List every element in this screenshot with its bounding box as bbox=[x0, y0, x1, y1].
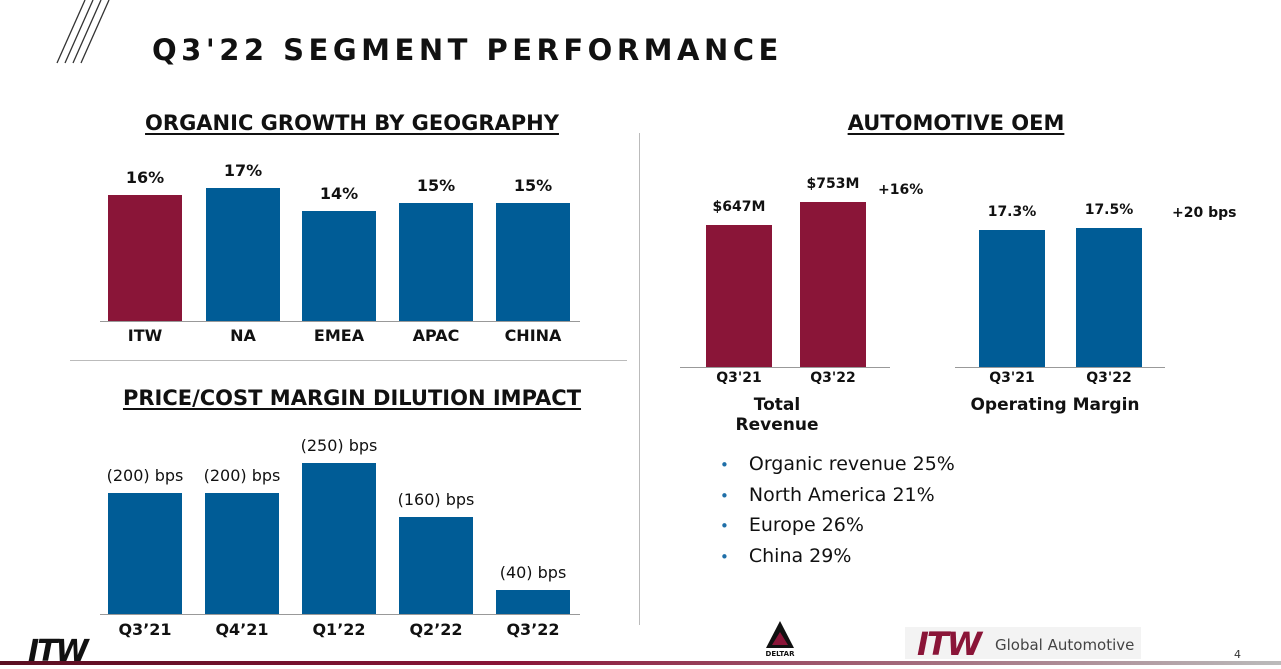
data-label: 15% bbox=[513, 176, 553, 196]
category-label: Q3'21 bbox=[989, 370, 1035, 386]
bar bbox=[205, 493, 279, 614]
data-label: (160) bps bbox=[397, 490, 475, 510]
chart-title-geography: ORGANIC GROWTH BY GEOGRAPHY bbox=[145, 111, 559, 135]
bar bbox=[399, 203, 473, 321]
bar bbox=[302, 462, 376, 614]
data-label: $753M bbox=[806, 175, 860, 192]
category-label: Q3'21 bbox=[716, 370, 762, 386]
bar bbox=[496, 203, 570, 321]
category-label: Q3’21 bbox=[118, 620, 172, 639]
axis-line bbox=[680, 367, 890, 368]
operating-margin-label: Operating Margin bbox=[970, 395, 1140, 415]
deltar-logo: DELTAR bbox=[760, 620, 800, 658]
data-label: (200) bps bbox=[106, 466, 184, 485]
margin-change: +20 bps bbox=[1172, 205, 1237, 221]
page-number: 4 bbox=[1234, 648, 1241, 661]
chart-title-dilution: PRICE/COST MARGIN DILUTION IMPACT bbox=[122, 386, 582, 410]
category-label: EMEA bbox=[313, 326, 365, 345]
bar bbox=[979, 229, 1045, 367]
category-label: Q1’22 bbox=[312, 620, 366, 639]
bar bbox=[108, 493, 182, 614]
category-label: Q4’21 bbox=[215, 620, 269, 639]
bullet-item: • China 29% bbox=[720, 545, 852, 567]
category-label: CHINA bbox=[504, 326, 562, 345]
data-label: 16% bbox=[125, 168, 165, 188]
bar bbox=[800, 201, 866, 367]
bar bbox=[706, 224, 772, 367]
bullet-item: • North America 21% bbox=[720, 484, 935, 506]
category-label: Q2’22 bbox=[409, 620, 463, 639]
data-label: $647M bbox=[712, 198, 766, 215]
category-label: APAC bbox=[412, 326, 460, 345]
slash-lines-icon bbox=[56, 0, 110, 64]
page-title: Q3'22 SEGMENT PERFORMANCE bbox=[152, 33, 783, 67]
data-label: 15% bbox=[416, 176, 456, 196]
category-label: ITW bbox=[127, 326, 163, 345]
bullet-item: • Europe 26% bbox=[720, 514, 864, 536]
bar bbox=[1076, 228, 1142, 367]
itw-global-automotive-logo: ITW Global Automotive bbox=[905, 625, 1141, 663]
bar bbox=[496, 589, 570, 614]
category-label: Q3'22 bbox=[1086, 370, 1132, 386]
axis-line bbox=[955, 367, 1165, 368]
bullet-item: • Organic revenue 25% bbox=[720, 453, 955, 475]
bar bbox=[399, 517, 473, 614]
axis-line bbox=[100, 614, 580, 615]
data-label: (200) bps bbox=[203, 466, 281, 485]
axis-line bbox=[100, 321, 580, 322]
section-title-automotive: AUTOMOTIVE OEM bbox=[847, 111, 1065, 135]
data-label: 14% bbox=[319, 184, 359, 204]
data-label: (250) bps bbox=[300, 435, 378, 455]
total-revenue-label: Total Revenue bbox=[735, 395, 819, 435]
horizontal-divider bbox=[70, 360, 627, 361]
bar bbox=[206, 187, 280, 321]
bar bbox=[108, 195, 182, 321]
data-label: 17.3% bbox=[987, 203, 1037, 220]
data-label: 17.5% bbox=[1084, 202, 1134, 219]
category-label: NA bbox=[230, 326, 256, 345]
vertical-divider bbox=[639, 133, 640, 625]
revenue-change: +16% bbox=[878, 182, 924, 198]
data-label: (40) bps bbox=[499, 562, 567, 582]
category-label: Q3’22 bbox=[506, 620, 560, 639]
footer-bar bbox=[0, 661, 1281, 665]
category-label: Q3'22 bbox=[810, 370, 856, 386]
data-label: 17% bbox=[223, 160, 263, 180]
bar bbox=[302, 211, 376, 321]
